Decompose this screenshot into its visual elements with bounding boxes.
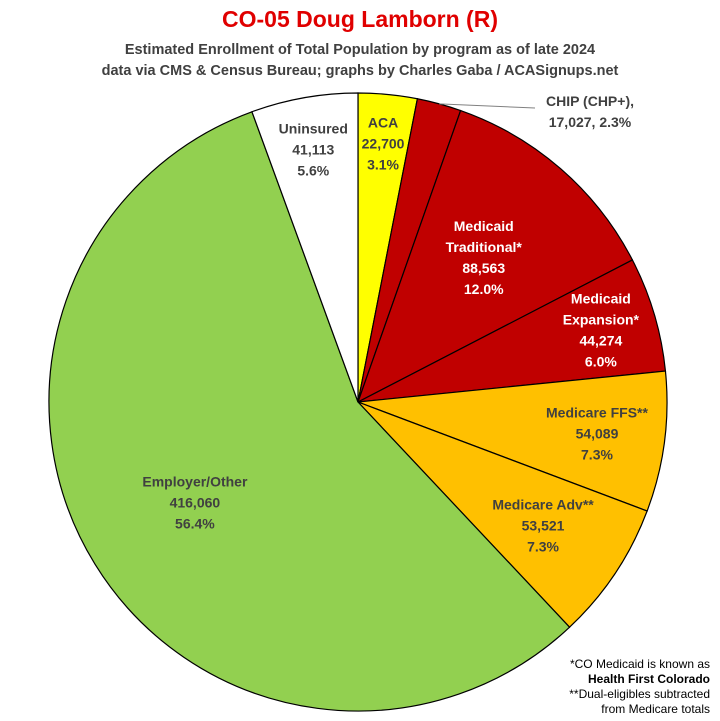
- footnotes: *CO Medicaid is known as Health First Co…: [569, 657, 710, 717]
- pie-slice-employer-other: [48, 110, 571, 712]
- slice-label-medicare-adv-percent: 7.3%: [527, 539, 559, 555]
- pie-slice-medicare-adv: [357, 401, 648, 629]
- chip-leader-line: [439, 103, 536, 109]
- slice-label-medicare-adv-value: 53,521: [522, 518, 565, 534]
- subtitle-line-1: Estimated Enrollment of Total Population…: [124, 42, 596, 58]
- slice-label-aca-value: 22,700: [362, 136, 405, 152]
- slice-label-medicare-ffs-percent: 7.3%: [581, 446, 613, 462]
- footnote-3: **Dual-eligibles subtracted: [569, 687, 710, 701]
- slice-label-medicaid-expansion-name-1: Medicaid: [571, 290, 631, 306]
- slice-label-chip-value: 17,027, 2.3%: [549, 114, 632, 130]
- chart-title: CO-05 Doug Lamborn (R): [222, 6, 498, 32]
- slice-label-employer-other-value: 416,060: [170, 495, 221, 511]
- pie-slice-uninsured: [251, 92, 359, 403]
- slice-label-chip-name: CHIP (CHP+),: [546, 93, 634, 109]
- slice-label-medicare-adv-name: Medicare Adv**: [492, 497, 594, 513]
- footnote-2: Health First Colorado: [587, 672, 710, 686]
- slice-label-medicare-ffs-name: Medicare FFS**: [546, 404, 648, 420]
- slice-label-medicaid-expansion-value: 44,274: [579, 332, 622, 348]
- slice-label-medicaid-traditional-name-1: Medicaid: [454, 218, 514, 234]
- footnote-4: from Medicare totals: [601, 702, 710, 716]
- footnote-1: *CO Medicaid is known as: [569, 657, 710, 671]
- pie-slice-medicare-ffs: [357, 370, 668, 512]
- slice-label-uninsured-name: Uninsured: [279, 120, 348, 136]
- subtitle-line-2: data via CMS & Census Bureau; graphs by …: [101, 63, 619, 79]
- slice-label-employer-other-percent: 56.4%: [175, 516, 215, 532]
- slice-label-aca-name: ACA: [368, 115, 398, 131]
- chart-subtitle: Estimated Enrollment of Total Population…: [0, 40, 720, 82]
- slice-label-medicaid-traditional-percent: 12.0%: [464, 281, 504, 297]
- slice-label-medicaid-expansion-name-2: Expansion*: [563, 311, 640, 327]
- slice-label-medicaid-traditional-value: 88,563: [462, 260, 505, 276]
- slice-label-uninsured-value: 41,113: [292, 141, 334, 157]
- slice-label-uninsured-percent: 5.6%: [297, 162, 329, 178]
- slice-label-medicaid-traditional-name-2: Traditional*: [446, 239, 523, 255]
- slice-label-medicaid-expansion-percent: 6.0%: [585, 353, 617, 369]
- slice-label-employer-other-name: Employer/Other: [142, 474, 248, 490]
- slice-label-aca-percent: 3.1%: [367, 157, 399, 173]
- slice-label-medicare-ffs-value: 54,089: [576, 425, 619, 441]
- pie-slice-medicaid-traditional: [356, 109, 634, 404]
